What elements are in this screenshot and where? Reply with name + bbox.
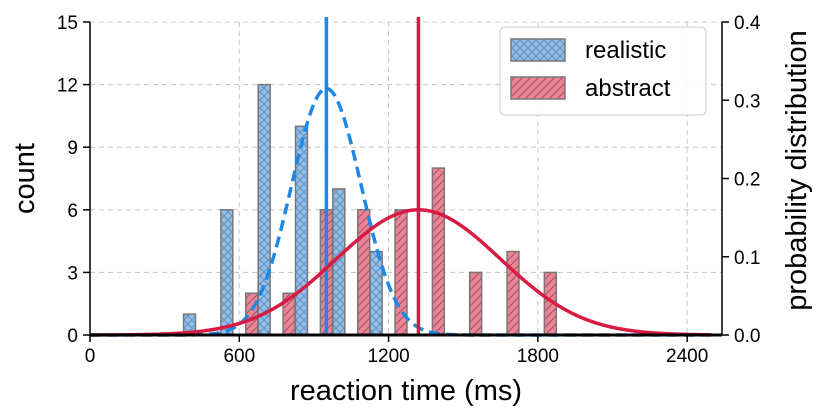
- fit-curve-abstract: [89, 208, 712, 337]
- x-tick-label: 2400: [666, 346, 708, 367]
- x-tick-label: 0: [85, 346, 96, 367]
- y-tick-label-right: 0.3: [734, 91, 760, 112]
- axes: 0 600 1200 1800 2400 0 3 6 9 12 15 0.0 0.1 0.2 0.3 0.4: [57, 13, 761, 367]
- x-axis-title: reaction time (ms): [290, 375, 522, 407]
- y-tick-label-right: 0.1: [734, 248, 760, 269]
- y-tick-label-right: 0.4: [734, 13, 761, 34]
- y-axis-title-left: count: [9, 143, 41, 214]
- bar-hatch-realistic: [220, 209, 234, 336]
- y-axis-title-right: probability distribution: [781, 30, 813, 310]
- bar-hatch-abstract: [245, 292, 259, 336]
- bar-hatch-abstract: [506, 250, 520, 336]
- x-tick-label: 1800: [517, 346, 559, 367]
- bar-hatch-realistic: [257, 83, 271, 336]
- bar-hatch-realistic: [369, 250, 383, 336]
- y-tick-label-left: 0: [67, 326, 78, 347]
- y-tick-label-right: 0.0: [734, 326, 760, 347]
- y-tick-label-left: 9: [67, 138, 78, 159]
- bar-hatch-abstract: [431, 167, 446, 336]
- legend-label-abstract: abstract: [585, 75, 671, 102]
- x-tick-label: 600: [223, 346, 255, 367]
- x-tick-label: 1200: [367, 346, 409, 367]
- bar-hatch-abstract: [468, 271, 483, 336]
- legend-label-realistic: realistic: [585, 37, 666, 64]
- legend-swatch-hatch-abstract: [510, 76, 566, 100]
- y-tick-label-left: 15: [57, 13, 78, 34]
- legend-swatch-hatch-realistic: [510, 38, 566, 62]
- bar-hatch-abstract: [356, 209, 371, 336]
- legend: realistic abstract: [499, 26, 707, 116]
- y-tick-label-left: 3: [67, 263, 78, 284]
- y-tick-label-left: 6: [67, 201, 78, 222]
- y-tick-label-right: 0.2: [734, 170, 760, 191]
- y-tick-label-left: 12: [57, 76, 78, 97]
